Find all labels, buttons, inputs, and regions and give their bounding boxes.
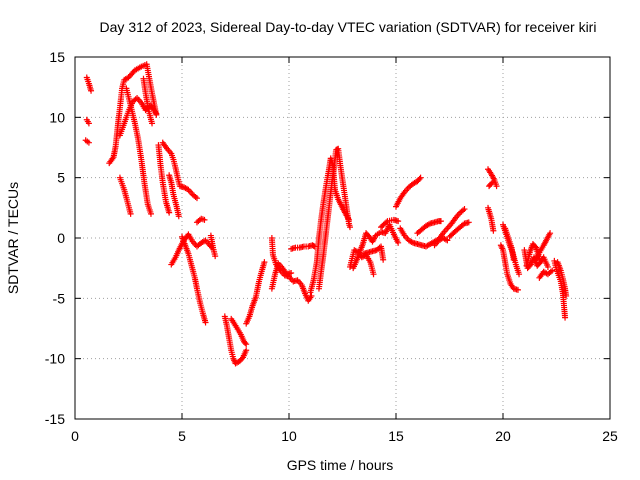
data-point — [370, 271, 377, 278]
data-point — [395, 218, 402, 225]
y-tick-label: 0 — [57, 230, 65, 246]
data-point — [212, 253, 219, 260]
data-points — [82, 61, 570, 367]
data-point — [563, 292, 570, 299]
data-point — [395, 239, 402, 246]
y-axis-title: SDTVAR / TECUs — [5, 182, 21, 294]
data-point — [308, 292, 315, 299]
y-tick-label: 5 — [57, 170, 65, 186]
data-point — [147, 210, 154, 217]
data-point — [243, 347, 250, 354]
data-point — [85, 120, 92, 127]
data-point — [488, 180, 495, 187]
data-point — [516, 271, 523, 278]
data-point — [380, 256, 387, 263]
data-point — [243, 341, 250, 348]
data-point — [193, 195, 200, 202]
data-point — [547, 230, 554, 237]
data-point — [85, 139, 92, 146]
data-point — [346, 224, 353, 231]
data-point — [261, 259, 268, 266]
x-axis-title: GPS time / hours — [287, 457, 394, 473]
data-point — [461, 206, 468, 213]
data-point — [175, 213, 182, 220]
x-tick-label: 15 — [388, 428, 404, 444]
data-point — [416, 175, 423, 182]
data-point — [202, 319, 209, 326]
data-point — [383, 219, 390, 226]
data-point — [544, 263, 551, 270]
data-point — [201, 216, 208, 223]
x-tick-label: 5 — [178, 428, 186, 444]
y-tick-label: -15 — [45, 411, 65, 427]
data-point — [242, 339, 249, 346]
data-point — [444, 237, 451, 244]
data-point — [510, 256, 517, 263]
data-point — [514, 286, 521, 293]
data-point — [288, 269, 295, 276]
data-point — [166, 209, 173, 216]
y-tick-label: 15 — [49, 49, 65, 65]
axis-ticks: 0 5 10 15 20 25 -15 -10 -5 0 5 10 15 — [45, 49, 618, 444]
y-tick-label: -10 — [45, 351, 65, 367]
data-point — [127, 210, 134, 217]
data-point — [88, 87, 95, 94]
x-tick-label: 10 — [281, 428, 297, 444]
data-point — [493, 183, 500, 190]
data-point — [490, 227, 497, 234]
data-point — [149, 120, 156, 127]
data-point — [549, 267, 556, 274]
chart-title: Day 312 of 2023, Sidereal Day-to-day VTE… — [100, 19, 597, 35]
y-tick-label: 10 — [49, 109, 65, 125]
data-point — [153, 110, 160, 117]
data-point — [489, 179, 496, 186]
data-point — [417, 174, 424, 181]
x-tick-label: 25 — [602, 428, 618, 444]
data-point — [437, 218, 444, 225]
data-point — [532, 243, 539, 250]
data-point — [562, 314, 569, 321]
x-tick-label: 20 — [495, 428, 511, 444]
data-point — [238, 355, 245, 362]
y-tick-label: -5 — [53, 290, 66, 306]
x-tick-label: 0 — [71, 428, 79, 444]
data-point — [465, 219, 472, 226]
